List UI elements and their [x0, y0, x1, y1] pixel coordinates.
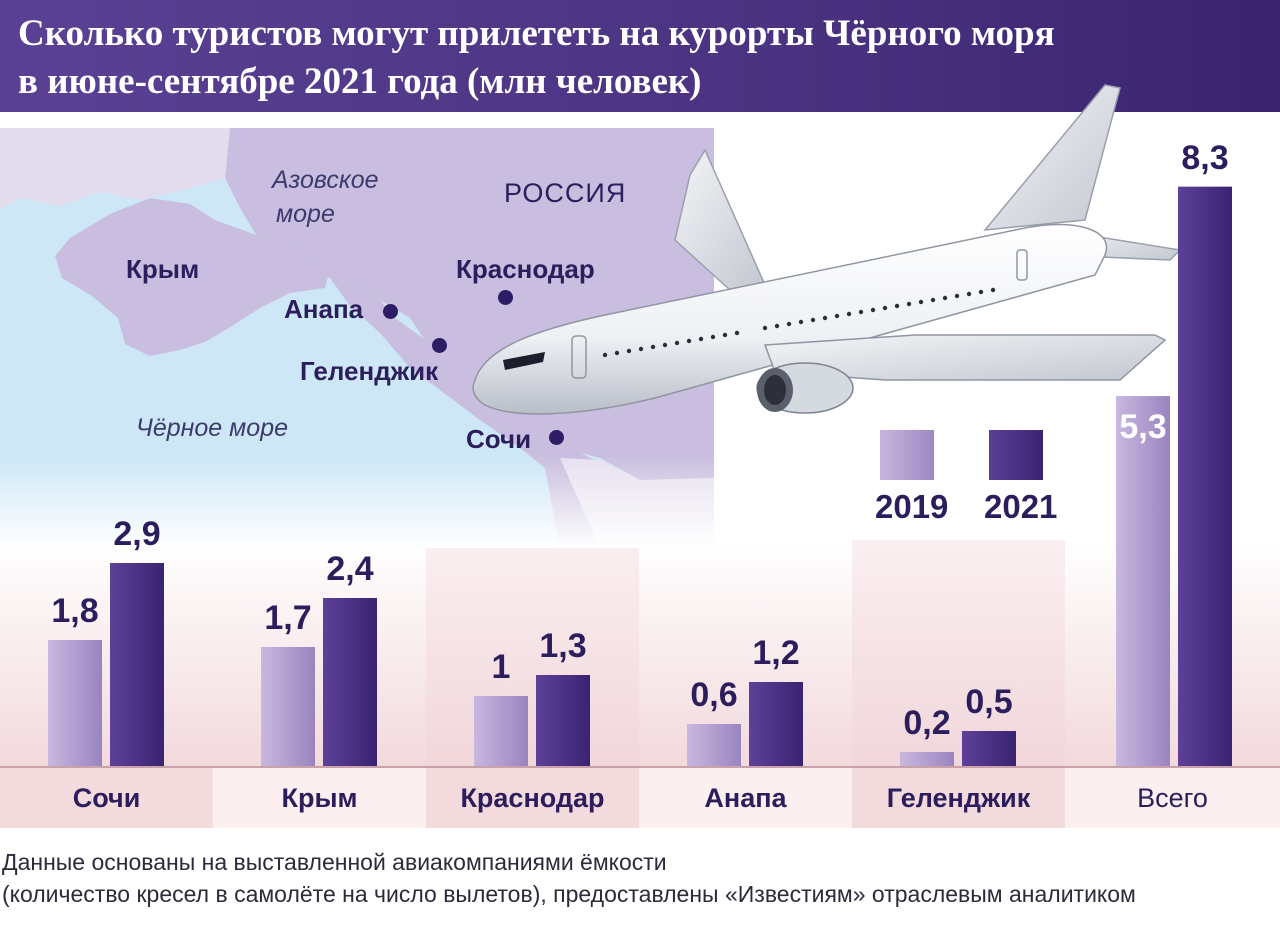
sea-azov-label-1: Азовское — [272, 166, 379, 194]
title-line-2: в июне-сентябре 2021 года (млн человек) — [18, 61, 702, 102]
gelendzhik-label: Геленджик — [300, 356, 439, 386]
category-label-4: Геленджик — [886, 782, 1031, 813]
header-banner: Сколько туристов могут прилететь на куро… — [0, 0, 1280, 112]
legend-2019-swatch — [880, 430, 934, 480]
bar-label-2021-0: 2,9 — [113, 515, 161, 553]
category-label-3: Анапа — [704, 782, 787, 813]
category-label-1: Крым — [281, 782, 358, 813]
legend-2021-label: 2021 — [984, 488, 1058, 525]
bar-2021-1 — [323, 598, 377, 766]
bar-2021-4 — [962, 731, 1016, 766]
crimea-label: Крым — [126, 254, 200, 284]
sea-azov-label-2: море — [276, 200, 335, 228]
bar-label-2021-1: 2,4 — [326, 550, 374, 588]
footnote-line-1: Данные основаны на выставленной авиакомп… — [2, 849, 667, 875]
gelendzhik-marker — [432, 338, 447, 353]
footnote-line-2: (количество кресел в самолёте на число в… — [2, 881, 1136, 907]
bar-2021-5 — [1178, 186, 1232, 766]
bar-2019-0 — [48, 640, 102, 766]
bar-2019-3 — [687, 724, 741, 766]
krasnodar-label: Краснодар — [456, 254, 595, 284]
chart-background — [0, 540, 1280, 828]
map-drawing — [0, 128, 714, 548]
bar-label-2021-4: 0,5 — [965, 683, 1013, 721]
category-label-2: Краснодар — [460, 782, 605, 813]
bar-2019-4 — [900, 752, 954, 766]
category-label-5: Всего — [1137, 782, 1208, 813]
legend-2021-swatch — [989, 430, 1043, 480]
footnote: Данные основаны на выставленной авиакомп… — [2, 846, 1280, 910]
bar-label-2021-3: 1,2 — [752, 634, 800, 672]
krasnodar-marker — [498, 290, 513, 305]
bar-label-2019-2: 1 — [491, 648, 511, 686]
bar-2021-0 — [110, 563, 164, 766]
title-line-1: Сколько туристов могут прилететь на куро… — [18, 13, 1055, 54]
bar-2019-2 — [474, 696, 528, 766]
country-label: РОССИЯ — [504, 178, 627, 208]
sochi-label: Сочи — [466, 424, 532, 454]
anapa-label: Анапа — [284, 294, 364, 324]
bar-label-2021-2: 1,3 — [539, 627, 587, 665]
bar-label-2019-1: 1,7 — [264, 599, 312, 637]
bar-label-2019-0: 1,8 — [51, 592, 99, 630]
bar-label-2019-4: 0,2 — [903, 704, 951, 742]
category-label-0: Сочи — [72, 782, 141, 813]
legend-swatches — [880, 430, 1043, 480]
sochi-marker — [549, 430, 564, 445]
airplane-illustration — [472, 84, 1182, 415]
bar-2021-2 — [536, 675, 590, 766]
bar-label-2019-3: 0,6 — [690, 676, 738, 714]
bar-2019-1 — [261, 647, 315, 766]
chart-title: Сколько туристов могут прилететь на куро… — [18, 10, 1258, 106]
black-sea-label: Чёрное море — [136, 414, 289, 442]
map: Азовское море РОССИЯ Крым Краснодар Анап… — [0, 128, 714, 548]
bar-label-2019-5: 5,3 — [1119, 408, 1167, 447]
legend-2019-label: 2019 — [875, 488, 949, 525]
bar-2019-5 — [1116, 396, 1170, 766]
bar-label-2021-5: 8,3 — [1181, 138, 1229, 177]
bar-2021-3 — [749, 682, 803, 766]
anapa-marker — [383, 304, 398, 319]
